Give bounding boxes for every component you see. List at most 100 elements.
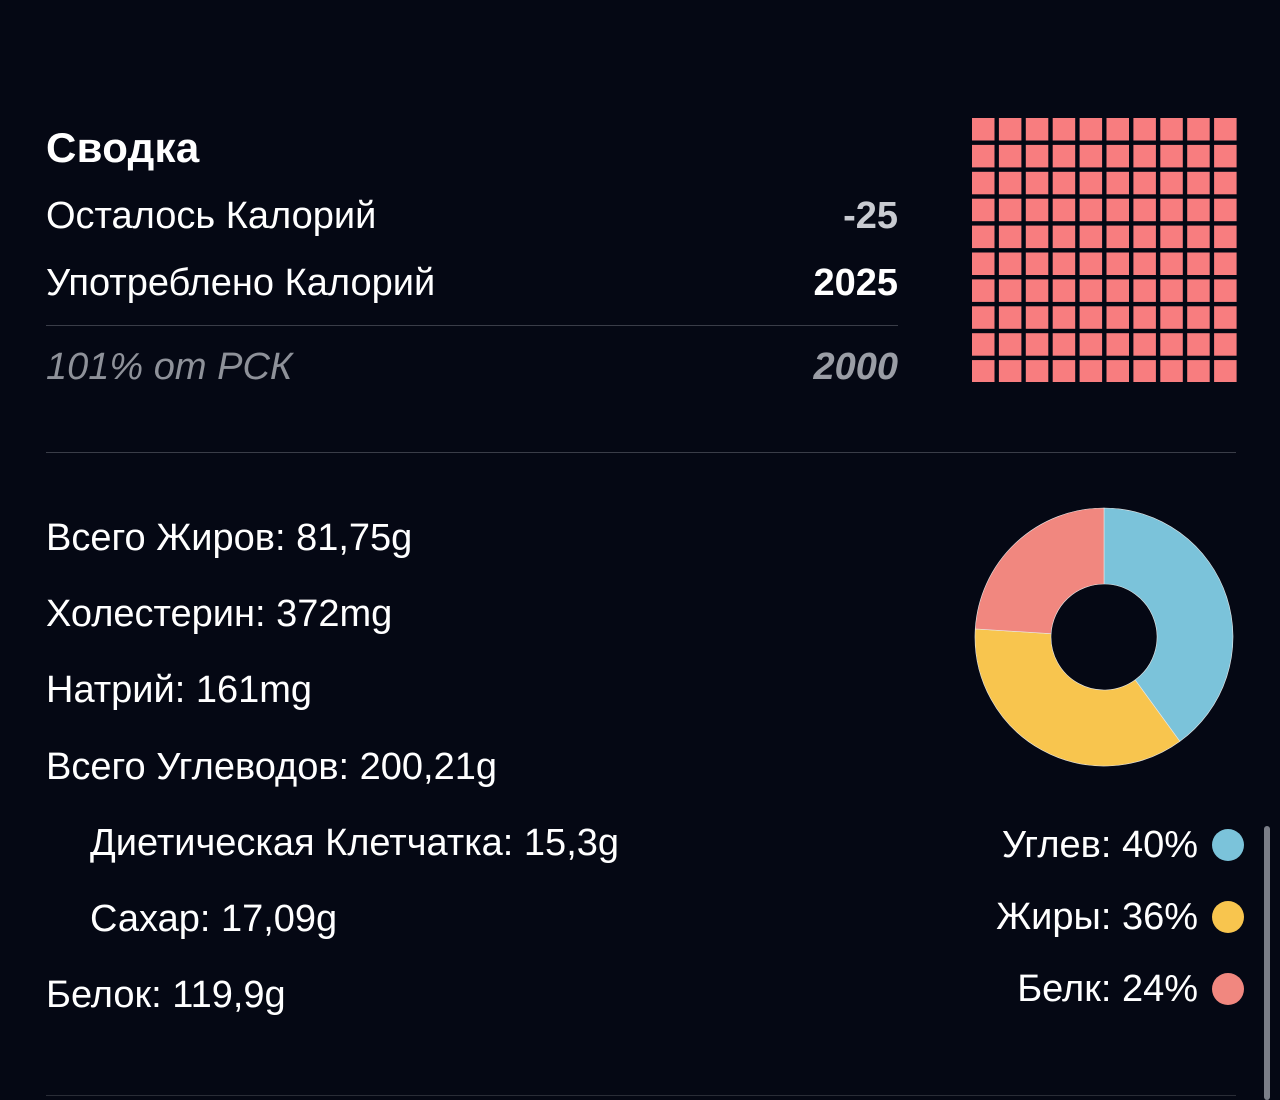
waffle-cell xyxy=(998,225,1022,249)
remaining-calories-row: Осталось Калорий -25 xyxy=(46,190,898,242)
waffle-cell xyxy=(998,198,1022,222)
waffle-cell xyxy=(1106,333,1129,356)
waffle-cell xyxy=(1079,360,1103,382)
waffle-cell xyxy=(1187,144,1210,168)
waffle-cell xyxy=(1079,225,1103,249)
waffle-cell xyxy=(1160,198,1183,222)
waffle-cell xyxy=(1052,306,1076,329)
waffle-cell xyxy=(1052,144,1076,168)
waffle-cell xyxy=(1187,252,1210,275)
legend-item-carbs: Углев: 40% xyxy=(1002,820,1244,870)
waffle-cell xyxy=(1025,360,1049,382)
nutrient-dietary-fiber: Диетическая Клетчатка: 15,3g xyxy=(90,822,620,864)
nutrient-sodium: Натрий: 161mg xyxy=(46,669,313,711)
rdi-row: 101% от РСК 2000 xyxy=(46,341,898,393)
waffle-cell xyxy=(998,333,1022,356)
waffle-cell xyxy=(1079,198,1103,222)
waffle-cell xyxy=(1025,144,1049,168)
waffle-cell xyxy=(972,360,995,382)
waffle-cell xyxy=(1160,144,1183,168)
scrollbar[interactable] xyxy=(1264,826,1270,1100)
waffle-cell xyxy=(1160,279,1183,302)
waffle-cell xyxy=(1106,279,1129,302)
waffle-cell xyxy=(1133,333,1156,356)
bottom-divider xyxy=(46,1095,1236,1096)
waffle-cell xyxy=(998,306,1022,329)
waffle-cell xyxy=(1052,198,1076,222)
waffle-cell xyxy=(1133,279,1156,302)
waffle-cell xyxy=(1214,198,1237,222)
waffle-cell xyxy=(1079,333,1103,356)
waffle-cell xyxy=(1079,118,1103,141)
donut-slice-fat xyxy=(974,628,1181,767)
waffle-cell xyxy=(1025,306,1049,329)
waffle-cell xyxy=(1052,225,1076,249)
waffle-cell xyxy=(1052,171,1076,195)
legend-item-fat: Жиры: 36% xyxy=(996,892,1244,942)
waffle-cell xyxy=(1160,225,1183,249)
waffle-cell xyxy=(1187,171,1210,195)
consumed-calories-label: Употреблено Калорий xyxy=(46,261,436,304)
waffle-cell xyxy=(998,171,1022,195)
legend-dot-fat xyxy=(1212,901,1244,933)
calorie-waffle-chart xyxy=(972,118,1237,382)
waffle-cell xyxy=(1160,360,1183,382)
waffle-cell xyxy=(998,118,1022,141)
waffle-cell xyxy=(998,144,1022,168)
waffle-cell xyxy=(972,171,995,195)
macro-donut-chart xyxy=(974,507,1234,767)
waffle-cell xyxy=(1187,198,1210,222)
waffle-cell xyxy=(1106,360,1129,382)
waffle-cell xyxy=(1106,144,1129,168)
waffle-cell xyxy=(1133,225,1156,249)
waffle-cell xyxy=(1214,306,1237,329)
waffle-cell xyxy=(1025,118,1049,141)
waffle-cell xyxy=(1025,279,1049,302)
waffle-cell xyxy=(1052,279,1076,302)
waffle-cell xyxy=(1187,279,1210,302)
waffle-cell xyxy=(1106,306,1129,329)
nutrient-sugar: Сахар: 17,09g xyxy=(90,898,338,940)
waffle-cell xyxy=(1106,118,1129,141)
rdi-percent-label: 101% от РСК xyxy=(46,345,293,388)
waffle-cell xyxy=(1187,333,1210,356)
waffle-cell xyxy=(1187,306,1210,329)
waffle-cell xyxy=(1133,171,1156,195)
waffle-cell xyxy=(1079,306,1103,329)
nutrient-total-fat: Всего Жиров: 81,75g xyxy=(46,517,413,559)
waffle-cell xyxy=(972,144,995,168)
waffle-cell xyxy=(1160,171,1183,195)
legend-label-fat: Жиры: 36% xyxy=(996,895,1198,938)
waffle-cell xyxy=(1214,118,1237,141)
waffle-cell xyxy=(1214,144,1237,168)
waffle-cell xyxy=(1106,198,1129,222)
waffle-cell xyxy=(1052,252,1076,275)
waffle-cell xyxy=(1025,198,1049,222)
waffle-cell xyxy=(1079,252,1103,275)
legend-label-carbs: Углев: 40% xyxy=(1001,823,1198,866)
donut-slice-carbs xyxy=(1103,507,1234,742)
summary-divider xyxy=(46,325,898,326)
waffle-cell xyxy=(1025,252,1049,275)
nutrient-protein: Белок: 119,9g xyxy=(46,974,286,1016)
waffle-cell xyxy=(1052,360,1076,382)
nutrient-total-carbs: Всего Углеводов: 200,21g xyxy=(46,746,497,788)
waffle-cell xyxy=(1214,279,1237,302)
waffle-cell xyxy=(972,306,995,329)
waffle-cell xyxy=(1187,360,1210,382)
nutrient-cholesterol: Холестерин: 372mg xyxy=(46,593,393,635)
waffle-cell xyxy=(1214,252,1237,275)
waffle-cell xyxy=(1133,360,1156,382)
waffle-cell xyxy=(1106,171,1129,195)
waffle-cell xyxy=(1133,118,1156,141)
waffle-cell xyxy=(1214,360,1237,382)
waffle-cell xyxy=(1214,225,1237,249)
waffle-cell xyxy=(1106,252,1129,275)
waffle-cell xyxy=(972,198,995,222)
waffle-cell xyxy=(998,279,1022,302)
waffle-cell xyxy=(972,252,995,275)
waffle-cell xyxy=(1079,144,1103,168)
waffle-cell xyxy=(972,118,995,141)
waffle-cell xyxy=(972,225,995,249)
